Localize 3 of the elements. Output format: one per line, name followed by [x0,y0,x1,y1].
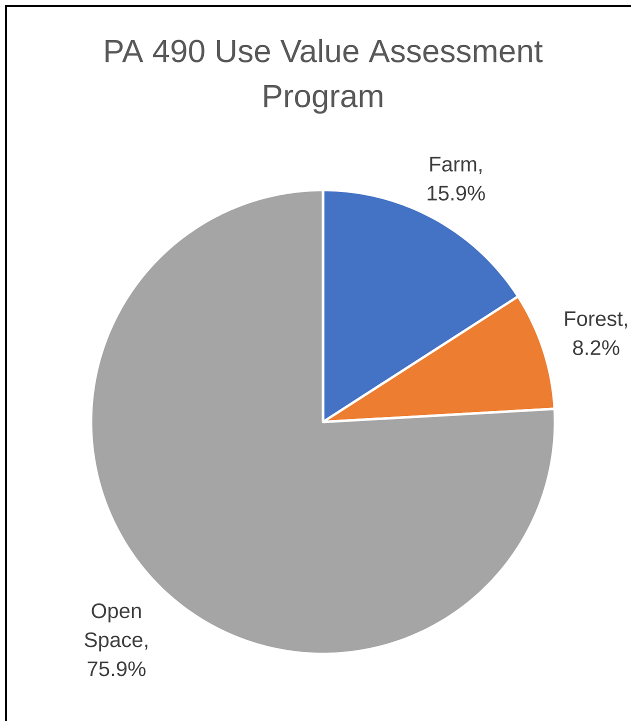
slice-label: Forest [565,311,623,326]
slice-label: Farm [430,156,476,172]
chart-title: PA 490 Use Value Assessment Program [106,38,543,114]
